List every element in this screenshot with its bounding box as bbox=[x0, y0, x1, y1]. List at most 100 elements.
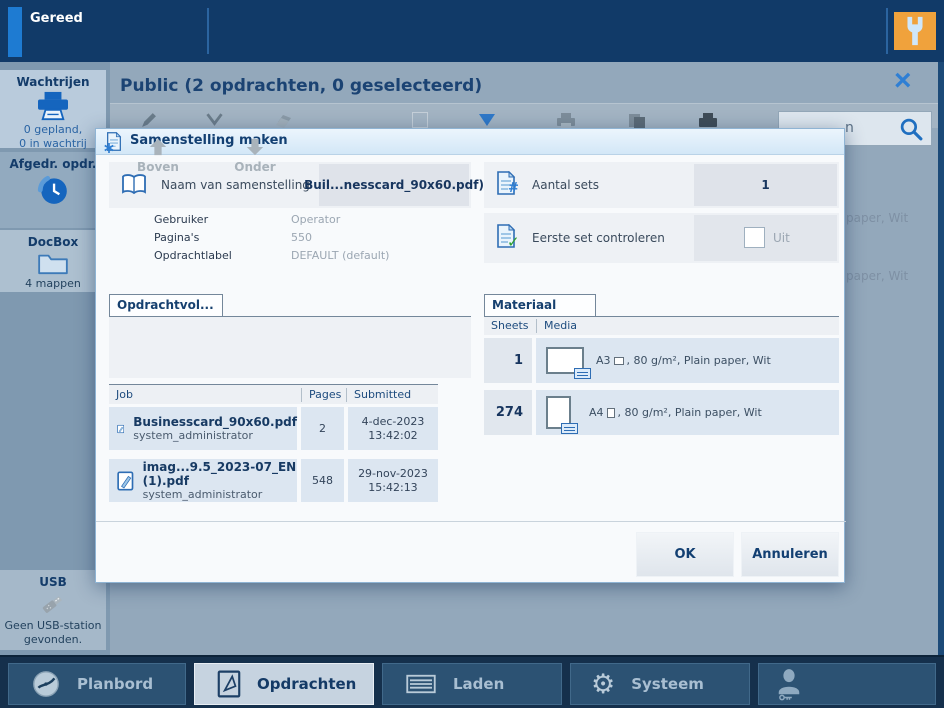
sidebar-item-afgedrukte-opdrachten[interactable]: Afgedr. opdr. bbox=[0, 152, 106, 228]
move-up-label: Boven bbox=[137, 160, 179, 174]
schedule-clock-icon bbox=[31, 669, 61, 699]
media-column-header[interactable]: Media bbox=[536, 319, 839, 333]
nav-opdrachten-label: Opdrachten bbox=[257, 675, 357, 693]
gebruiker-label: Gebruiker bbox=[154, 213, 209, 226]
eerste-set-state: Uit bbox=[773, 231, 790, 245]
history-icon bbox=[36, 173, 70, 207]
submitted-column-header[interactable]: Submitted bbox=[346, 387, 438, 402]
job-document-icon bbox=[117, 416, 124, 442]
composition-name-icon bbox=[121, 173, 147, 197]
job-time: 15:42:13 bbox=[368, 480, 418, 494]
create-composition-icon bbox=[106, 132, 122, 155]
copy-icon[interactable] bbox=[627, 112, 647, 134]
docbox-title: DocBox bbox=[27, 235, 79, 249]
job-date: 29-nov-2023 bbox=[358, 466, 428, 480]
nav-opdrachten[interactable]: Opdrachten bbox=[194, 663, 374, 705]
sheets-count: 1 bbox=[484, 338, 532, 383]
background-job-media-1: paper, Wit bbox=[846, 211, 909, 225]
job-row-2[interactable]: imag...9.5_2023-07_EN (1).pdf system_adm… bbox=[109, 459, 438, 502]
stack-icon[interactable] bbox=[274, 112, 294, 132]
sidebar-item-docbox[interactable]: DocBox 4 mappen bbox=[0, 230, 106, 292]
job-column-header[interactable]: Job bbox=[116, 387, 133, 401]
gear-icon: ⚙ bbox=[591, 668, 616, 700]
nav-systeem-label: Systeem bbox=[631, 675, 704, 693]
info-row-opdrachtlabel: Opdrachtlabel DEFAULT (default) bbox=[154, 249, 454, 265]
topbar-divider bbox=[207, 8, 209, 54]
user-key-icon bbox=[775, 667, 803, 701]
media-size: A3 bbox=[596, 354, 611, 367]
nav-laden[interactable]: Laden bbox=[382, 663, 562, 705]
dialog-title: Samenstelling maken bbox=[130, 133, 288, 148]
gebruiker-value: Operator bbox=[291, 213, 341, 226]
eerste-set-checkbox[interactable] bbox=[744, 227, 765, 248]
job-owner: system_administrator bbox=[142, 488, 263, 501]
printer-dark-icon[interactable] bbox=[698, 112, 718, 134]
eerste-set-label: Eerste set controleren bbox=[532, 231, 665, 245]
nav-user-login[interactable] bbox=[758, 663, 936, 705]
printer-icon bbox=[35, 91, 71, 121]
sidebar-item-usb[interactable]: USB Geen USB-station gevonden. bbox=[0, 570, 106, 650]
cancel-button[interactable]: Annuleren bbox=[741, 532, 839, 577]
samenstelling-maken-dialog: Samenstelling maken Naam van samenstelli… bbox=[95, 128, 846, 583]
docbox-count: 4 mappen bbox=[25, 277, 81, 290]
job-name: Businesscard_90x60.pdf bbox=[133, 415, 297, 429]
a4-paper-icon bbox=[546, 396, 578, 434]
window-right-frame bbox=[938, 62, 944, 655]
edit-icon[interactable] bbox=[140, 112, 157, 133]
close-icon[interactable]: × bbox=[894, 64, 912, 97]
bottom-navigation-bar: Planbord Opdrachten Laden ⚙ Systeem bbox=[0, 655, 944, 708]
sets-count-icon: # bbox=[496, 171, 519, 199]
filter-dropdown-icon[interactable] bbox=[479, 114, 495, 126]
job-time: 13:42:02 bbox=[368, 428, 418, 442]
job-row-1[interactable]: Businesscard_90x60.pdf system_administra… bbox=[109, 407, 438, 450]
material-row-2[interactable]: 274 A4 , 80 g/m², Plain paper, Wit bbox=[484, 390, 839, 435]
media-size: A4 bbox=[589, 406, 604, 419]
wachtrijen-planned: 0 gepland, bbox=[23, 123, 83, 136]
nav-laden-label: Laden bbox=[453, 675, 505, 693]
media-desc: , 80 g/m², Plain paper, Wit bbox=[626, 354, 771, 367]
jobs-document-icon bbox=[217, 670, 241, 698]
discard-icon[interactable] bbox=[206, 112, 223, 131]
sidebar: Wachtrijen 0 gepland, 0 in wachtrij Afge… bbox=[0, 62, 110, 655]
paginas-value: 550 bbox=[291, 231, 312, 244]
job-window-title: Public (2 opdrachten, 0 geselecteerd) bbox=[120, 76, 483, 96]
composition-name-value[interactable]: Buil...nesscard_90x60.pdf) bbox=[304, 164, 484, 206]
info-row-gebruiker: Gebruiker Operator bbox=[154, 213, 454, 229]
job-date: 4-dec-2023 bbox=[361, 414, 425, 428]
aantal-sets-value[interactable]: 1 bbox=[694, 164, 837, 206]
arrow-up-icon bbox=[148, 137, 168, 157]
move-up-button[interactable]: Boven bbox=[127, 137, 189, 174]
tab-materiaal[interactable]: Materiaal bbox=[484, 294, 596, 316]
usb-status-line1: Geen USB-station bbox=[4, 619, 102, 632]
check-first-set-icon: ✓ bbox=[496, 224, 520, 252]
opdrachtlabel-value: DEFAULT (default) bbox=[291, 249, 390, 262]
topbar-divider-right bbox=[886, 8, 888, 54]
search-icon[interactable] bbox=[899, 117, 924, 142]
landscape-page-icon bbox=[613, 356, 624, 365]
sheets-column-header[interactable]: Sheets bbox=[491, 319, 529, 332]
maintenance-button[interactable] bbox=[894, 12, 936, 50]
nav-planbord-label: Planbord bbox=[77, 675, 154, 693]
nav-planbord[interactable]: Planbord bbox=[8, 663, 186, 705]
status-accent-block bbox=[8, 7, 22, 57]
info-row-paginas: Pagina's 550 bbox=[154, 231, 454, 247]
usb-status-line2: gevonden. bbox=[23, 633, 83, 646]
select-box-icon[interactable] bbox=[412, 112, 428, 128]
sidebar-item-wachtrijen[interactable]: Wachtrijen 0 gepland, 0 in wachtrij bbox=[0, 70, 106, 150]
usb-title: USB bbox=[39, 575, 67, 589]
sheets-count: 274 bbox=[484, 390, 532, 435]
portrait-page-icon bbox=[606, 407, 615, 418]
move-down-label: Onder bbox=[234, 160, 276, 174]
move-down-button[interactable]: Onder bbox=[224, 137, 286, 174]
order-panel bbox=[109, 316, 471, 378]
aantal-sets-label: Aantal sets bbox=[532, 178, 599, 192]
nav-systeem[interactable]: ⚙ Systeem bbox=[570, 663, 750, 705]
ok-button[interactable]: OK bbox=[636, 532, 734, 577]
pages-column-header[interactable]: Pages bbox=[301, 387, 346, 402]
folder-icon bbox=[36, 251, 70, 275]
tab-opdrachtvolgorde[interactable]: Opdrachtvol... bbox=[109, 294, 223, 316]
material-row-1[interactable]: 1 A3 , 80 g/m², Plain paper, Wit bbox=[484, 338, 839, 383]
dialog-footer-divider bbox=[96, 521, 846, 522]
opdrachtlabel-label: Opdrachtlabel bbox=[154, 249, 232, 262]
